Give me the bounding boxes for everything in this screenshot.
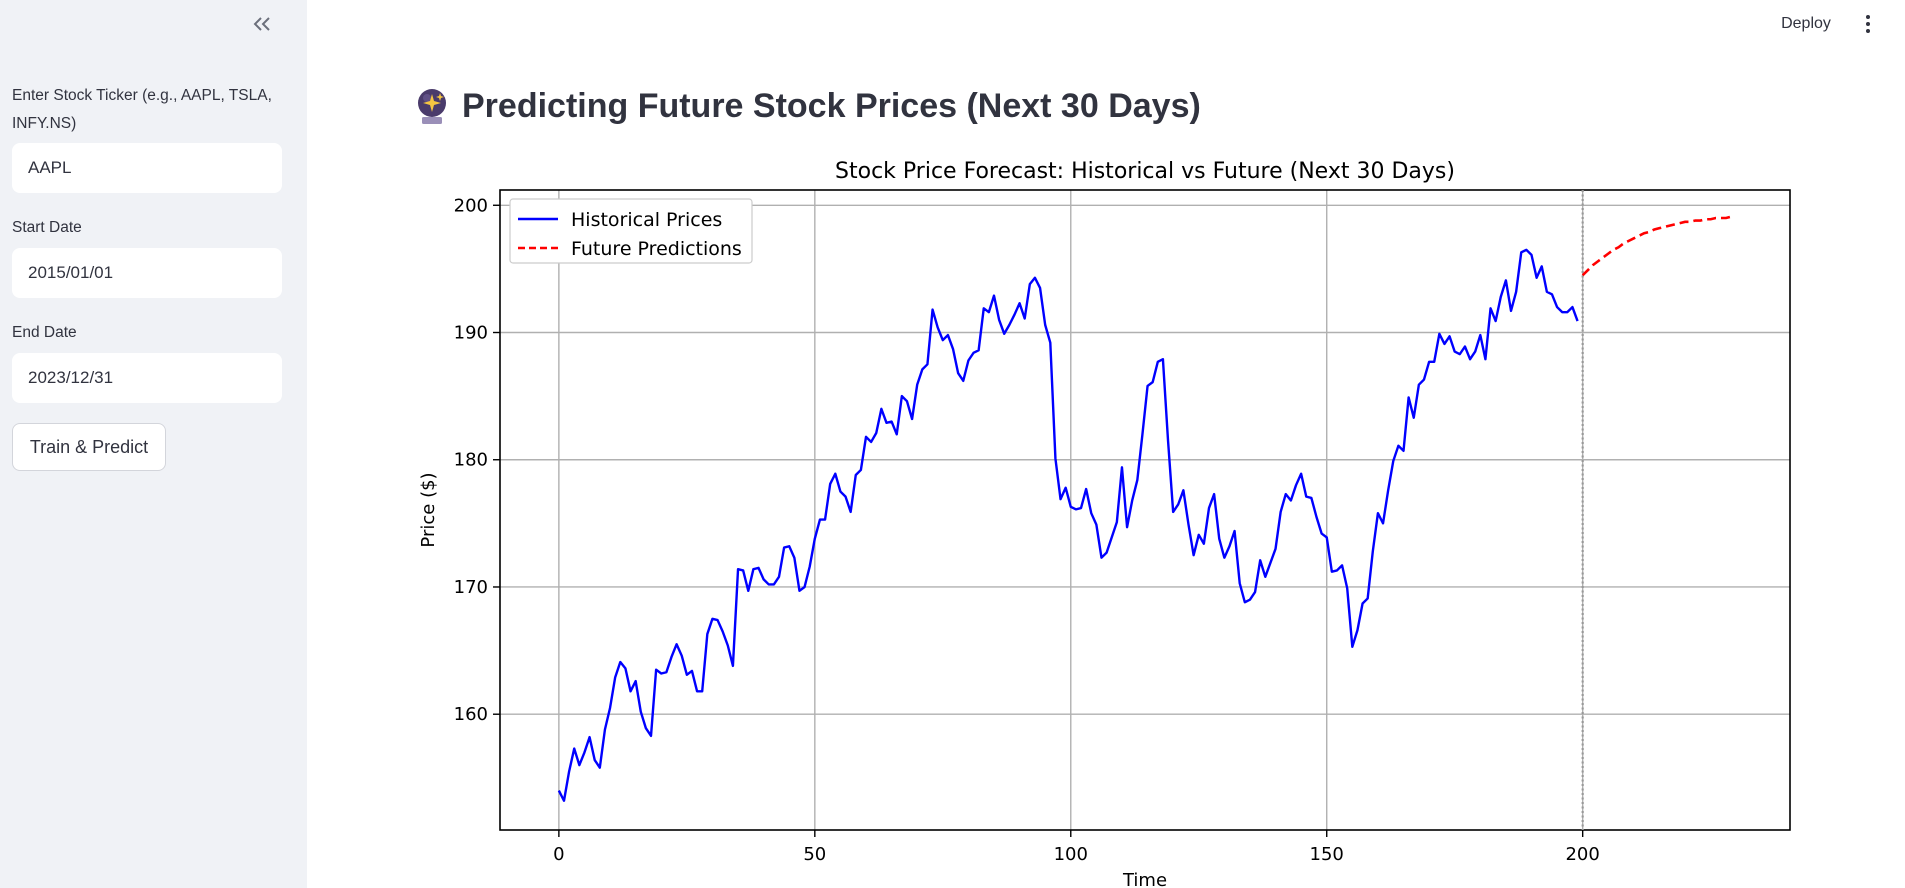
main-menu-button[interactable] (1858, 10, 1878, 38)
ticker-label-line2: INFY.NS) (12, 115, 77, 132)
end-date-input[interactable] (12, 353, 282, 403)
deploy-button[interactable]: Deploy (1781, 15, 1831, 32)
ticker-input[interactable] (12, 143, 282, 193)
start-date-label: Start Date (12, 219, 82, 236)
end-date-label: End Date (12, 324, 77, 341)
x-tick-label: 100 (1054, 844, 1088, 865)
y-tick-label: 190 (454, 323, 488, 344)
chart-legend: Historical Prices Future Predictions (509, 198, 753, 264)
chart-svg: 0 50 100 150 200 160 170 180 190 200 Stock Price … (418, 159, 1791, 888)
y-tick-label: 200 (454, 195, 488, 216)
y-axis-label: Price ($) (418, 472, 439, 547)
x-tick-label: 150 (1310, 844, 1344, 865)
x-tick-label: 50 (803, 844, 826, 865)
ticker-label-line1: Enter Stock Ticker (e.g., AAPL, TSLA, (12, 87, 272, 104)
legend-label-future: Future Predictions (571, 238, 742, 260)
x-tick-label: 0 (553, 844, 564, 865)
forecast-chart: 0 50 100 150 200 160 170 180 190 200 Stock Price … (400, 150, 1800, 888)
future-predictions-line (1581, 215, 1732, 277)
crystal-ball-icon (418, 89, 446, 124)
train-predict-button[interactable]: Train & Predict (12, 423, 166, 471)
chart-title: Stock Price Forecast: Historical vs Futu… (835, 159, 1455, 184)
chart-grid (500, 190, 1790, 830)
legend-label-historical: Historical Prices (571, 209, 722, 231)
x-tick-label: 200 (1565, 844, 1599, 865)
collapse-sidebar-button[interactable] (248, 12, 276, 36)
y-tick-label: 180 (454, 450, 488, 471)
chart-ticks: 0 50 100 150 200 160 170 180 190 200 (454, 195, 1600, 865)
historical-prices-line (557, 248, 1579, 802)
x-axis-label: Time (1122, 870, 1167, 888)
sidebar: Enter Stock Ticker (e.g., AAPL, TSLA, IN… (0, 0, 307, 888)
page-title: Predicting Future Stock Prices (Next 30 … (462, 87, 1201, 125)
y-tick-label: 170 (454, 577, 488, 598)
double-chevron-left-icon (253, 17, 270, 31)
legend-box (509, 198, 753, 264)
chart-axes-frame (499, 189, 1791, 831)
ticker-label: Enter Stock Ticker (e.g., AAPL, TSLA, IN… (12, 82, 272, 138)
y-tick-label: 160 (454, 704, 488, 725)
start-date-input[interactable] (12, 248, 282, 298)
